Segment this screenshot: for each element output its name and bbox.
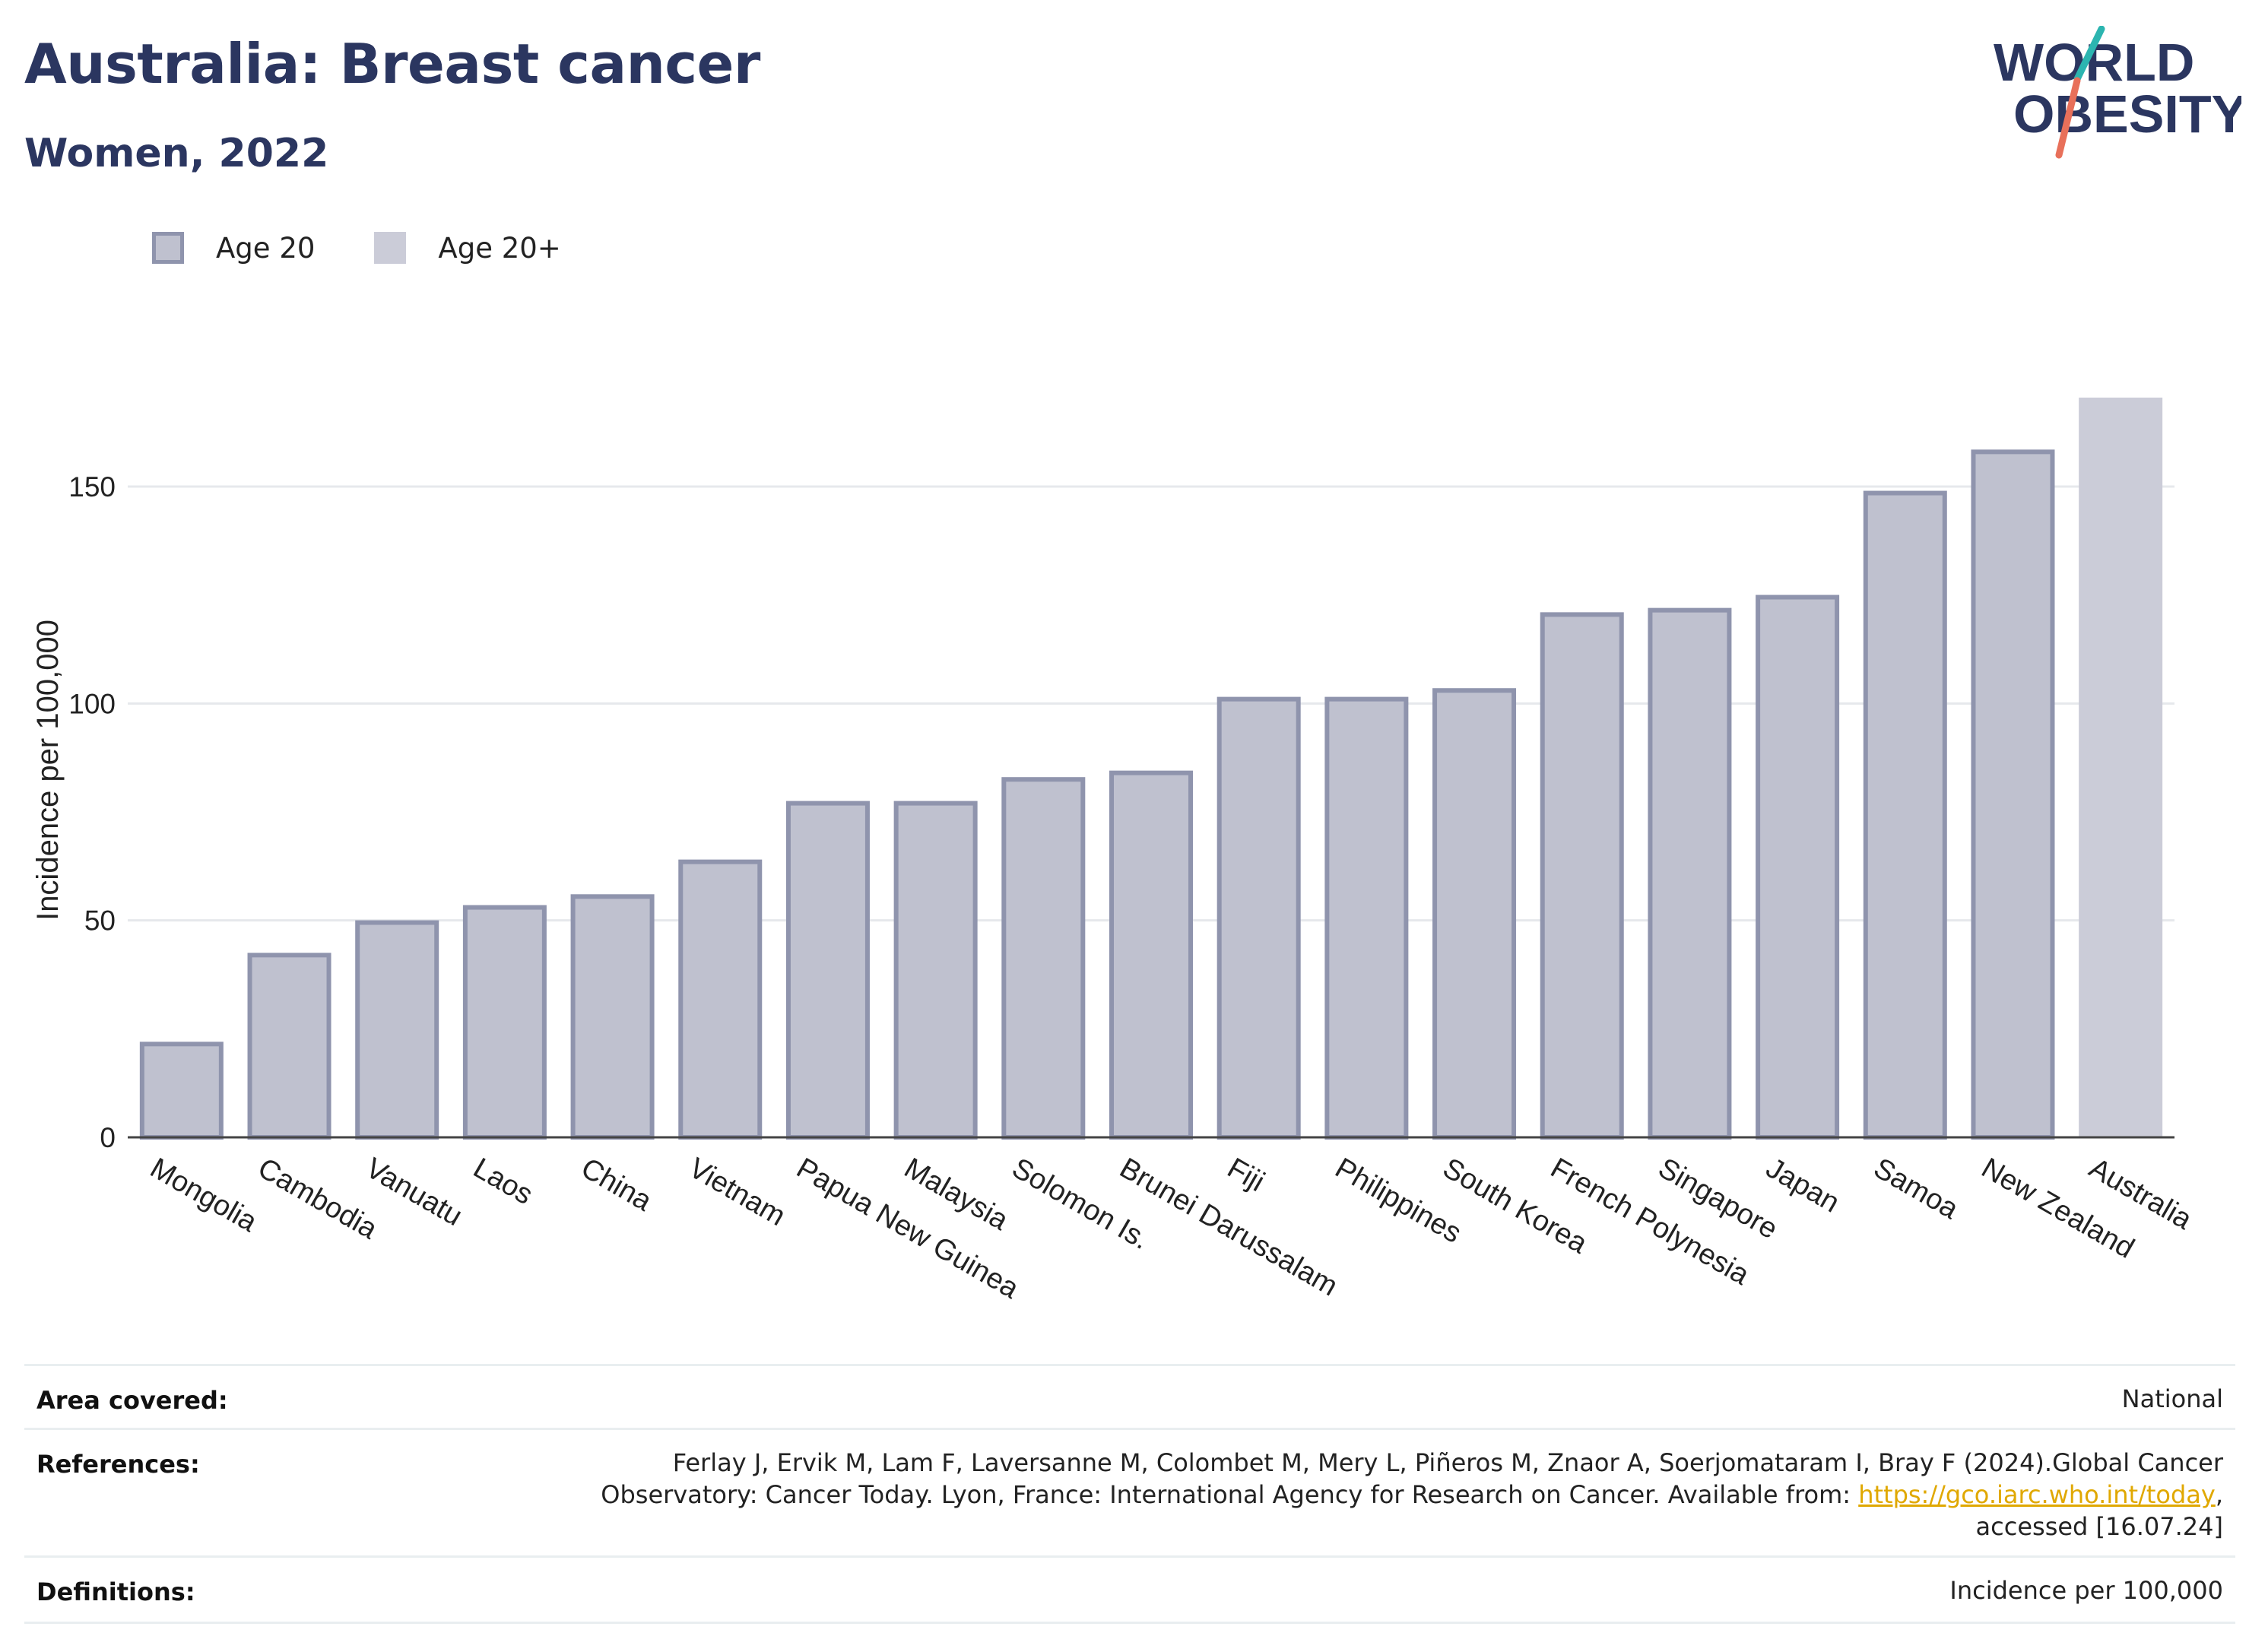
x-tick-label-french-polynesia: French Polynesia: [1545, 1152, 1755, 1292]
x-tick-label-china: China: [576, 1152, 658, 1217]
references-line2-end: ,: [2215, 1480, 2223, 1509]
legend-item-age20[interactable]: Age 20: [152, 232, 315, 265]
legend-label-age20: Age 20: [216, 231, 316, 265]
bar-french-polynesia: [1540, 612, 1624, 1140]
area-covered-value: National: [2121, 1384, 2223, 1413]
area-covered-label: Area covered:: [36, 1386, 228, 1415]
x-tick-label-samoa: Samoa: [1868, 1152, 1964, 1226]
bar-vanuatu: [355, 920, 439, 1140]
bar-brunei-darussalam: [1109, 770, 1193, 1140]
info-table: Area covered: National References: Ferla…: [24, 1364, 2235, 1624]
y-tick-label-50: 50: [84, 905, 116, 937]
x-tick-label-vietnam: Vietnam: [684, 1152, 791, 1232]
bar-china: [570, 894, 655, 1140]
bar-singapore: [1648, 607, 1732, 1140]
legend-item-age20plus[interactable]: Age 20+: [374, 231, 561, 265]
x-tick-label-japan: Japan: [1761, 1152, 1845, 1219]
x-tick-label-cambodia: Cambodia: [252, 1152, 383, 1245]
bar-new-zealand: [1971, 449, 2055, 1140]
references-link[interactable]: https://gco.iarc.who.int/today: [1858, 1480, 2216, 1509]
bar-papua-new-guinea: [785, 801, 870, 1140]
y-tick-label-0: 0: [100, 1122, 116, 1153]
bar-philippines: [1324, 696, 1409, 1140]
references-line2: Observatory: Cancer Today. Lyon, France:…: [474, 1479, 2223, 1511]
chart-legend: Age 20 Age 20+: [152, 227, 620, 269]
bar-samoa: [1863, 490, 1947, 1140]
info-row-definitions: Definitions: Incidence per 100,000: [24, 1555, 2235, 1624]
y-axis-title: Incidence per 100,000: [31, 620, 65, 921]
bar-south-korea: [1432, 688, 1517, 1140]
definitions-label: Definitions:: [36, 1577, 195, 1606]
logo-slash-coral: [2055, 77, 2081, 159]
y-tick-label-100: 100: [68, 688, 116, 719]
bar-malaysia: [893, 801, 978, 1140]
x-tick-label-mongolia: Mongolia: [144, 1152, 262, 1238]
references-label: References:: [36, 1450, 200, 1479]
info-row-area: Area covered: National: [24, 1364, 2235, 1430]
bar-vietnam: [678, 859, 763, 1140]
info-row-references: References: Ferlay J, Ervik M, Lam F, La…: [24, 1428, 2235, 1558]
bar-japan: [1756, 595, 1840, 1140]
logo-text-obesity: OBESITY: [2013, 84, 2241, 144]
bar-laos: [462, 905, 547, 1140]
bar-fiji: [1216, 696, 1301, 1140]
bar-mongolia: [139, 1042, 224, 1140]
bar-chart: 0 50 100 150 Incidence per 100,000 MongoliaCa…: [31, 398, 2197, 1305]
legend-label-age20plus: Age 20+: [438, 231, 561, 265]
bar-highlight-australia: [2079, 398, 2163, 1137]
x-tick-label-fiji: Fiji: [1222, 1152, 1270, 1198]
logo-slash-teal: [2073, 26, 2105, 83]
x-tick-label-laos: Laos: [468, 1152, 538, 1211]
world-obesity-logo: WORLD OBESITY: [1994, 26, 2241, 159]
page-title: Australia: Breast cancer: [24, 32, 760, 96]
definitions-value: Incidence per 100,000: [1949, 1576, 2223, 1605]
references-line1: Ferlay J, Ervik M, Lam F, Laversanne M, …: [672, 1448, 2223, 1477]
bar-cambodia: [247, 953, 331, 1140]
page-subtitle: Women, 2022: [24, 131, 329, 176]
y-tick-label-150: 150: [68, 471, 116, 503]
references-line2-text: Observatory: Cancer Today. Lyon, France:…: [601, 1480, 1859, 1509]
legend-swatch-age20plus: [374, 232, 407, 264]
legend-swatch-age20: [152, 232, 184, 264]
bar-solomon-is-: [1001, 777, 1086, 1140]
references-line3: accessed [16.07.24]: [1975, 1512, 2223, 1541]
references-value: Ferlay J, Ervik M, Lam F, Laversanne M, …: [474, 1447, 2223, 1543]
